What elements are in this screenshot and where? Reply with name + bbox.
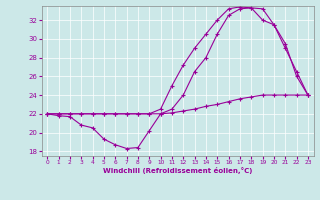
X-axis label: Windchill (Refroidissement éolien,°C): Windchill (Refroidissement éolien,°C) (103, 167, 252, 174)
